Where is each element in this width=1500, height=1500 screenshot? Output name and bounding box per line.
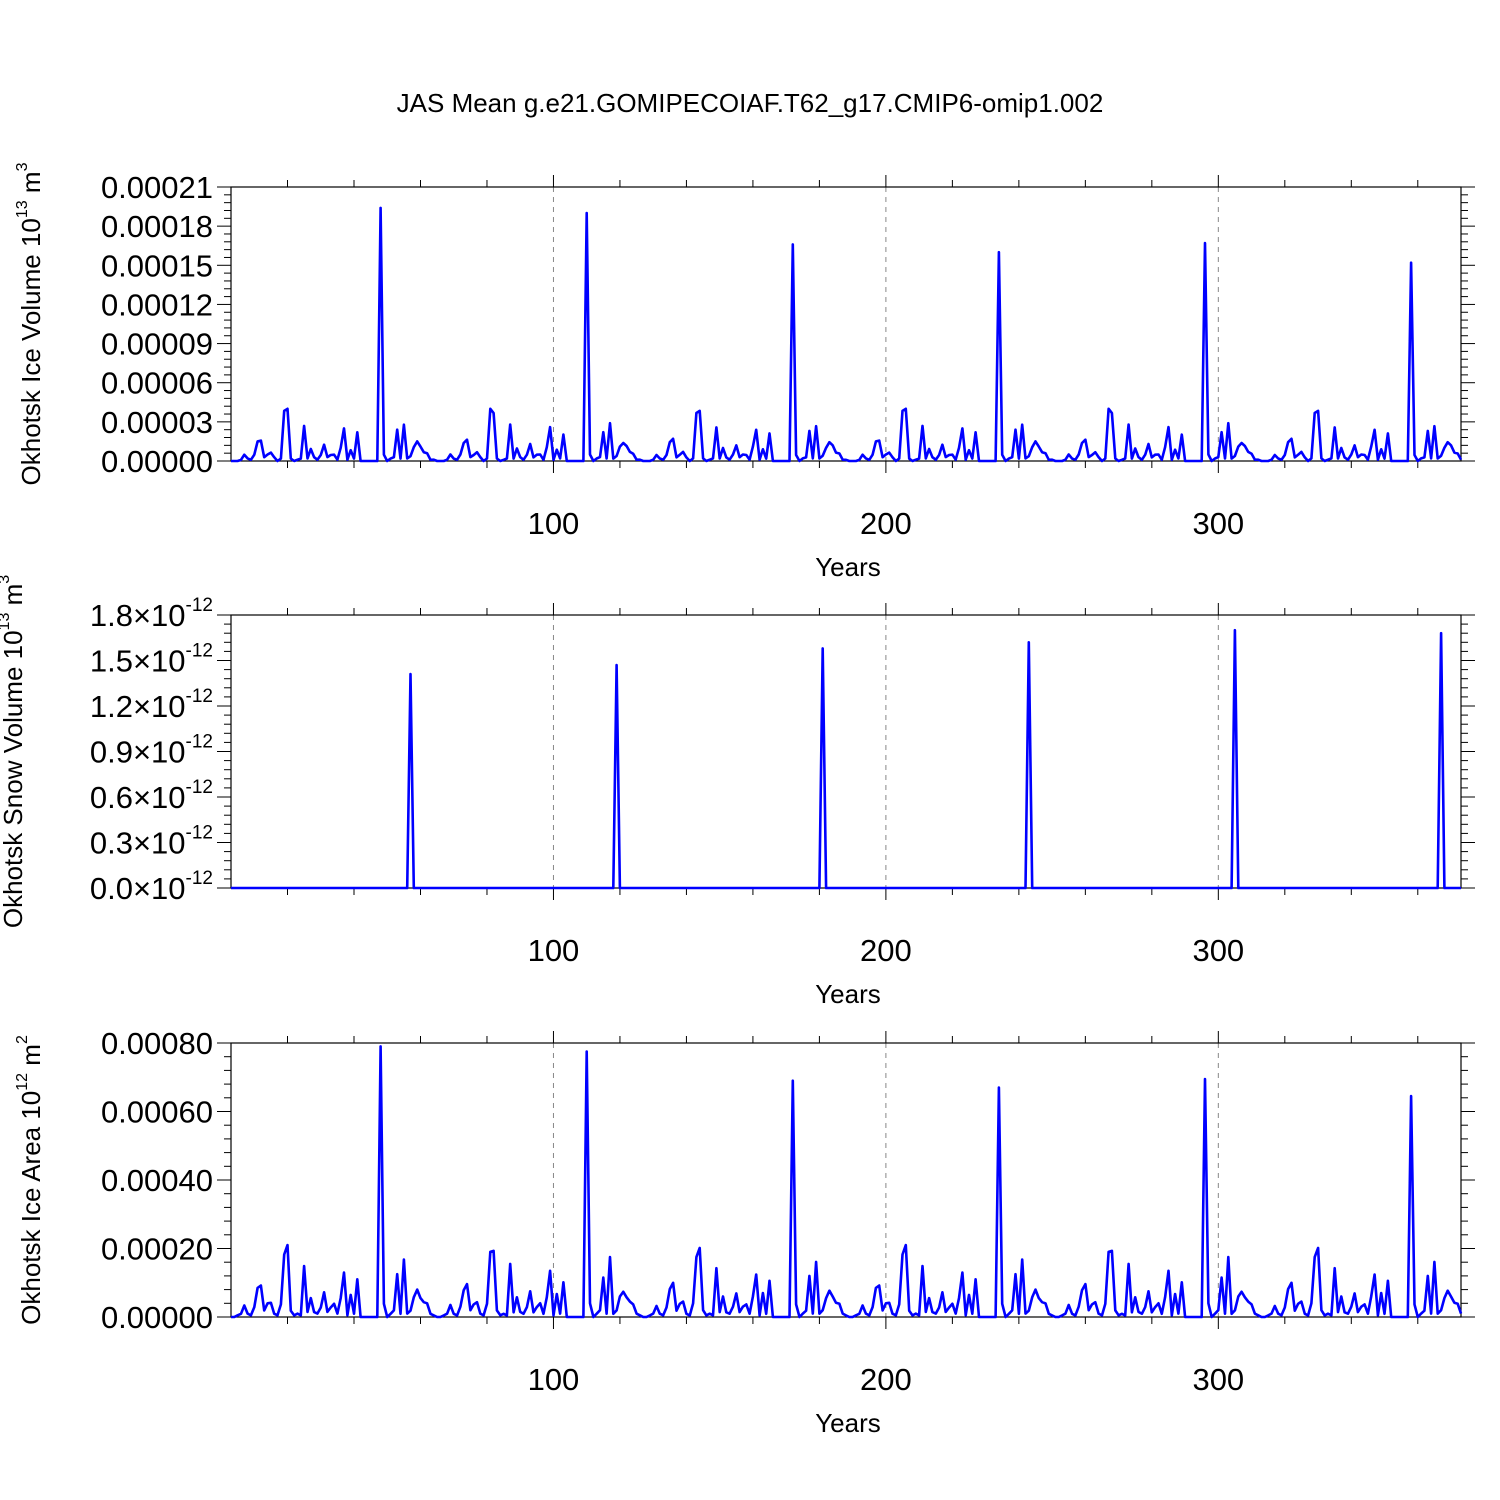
y-tick-label: 0.3×10-12 (90, 823, 213, 861)
x-tick-label: 100 (528, 1362, 580, 1397)
x-axis-label: Years (815, 979, 881, 1009)
y-tick-label: 1.2×10-12 (90, 686, 213, 724)
x-tick-label: 100 (528, 933, 580, 968)
y-tick-label: 0.00009 (101, 327, 213, 362)
y-tick-label: 0.00000 (101, 444, 213, 479)
y-tick-label: 0.9×10-12 (90, 732, 213, 770)
x-tick-label: 300 (1192, 933, 1244, 968)
y-tick-label: 0.00060 (101, 1095, 213, 1130)
series-line (231, 1045, 1463, 1319)
y-axis-label: Okhotsk Ice Volume 1013 m3 (14, 162, 46, 485)
y-tick-label: 0.00021 (101, 170, 213, 205)
y-tick-label: 0.00000 (101, 1300, 213, 1335)
x-tick-label: 100 (528, 506, 580, 541)
y-tick-label: 0.00040 (101, 1163, 213, 1198)
y-axis-label: Okhotsk Ice Area 1012 m2 (14, 1035, 46, 1325)
y-tick-label: 0.6×10-12 (90, 777, 213, 815)
y-tick-label: 0.00080 (101, 1026, 213, 1061)
series-line (231, 206, 1463, 463)
series-line (231, 628, 1461, 890)
x-tick-label: 200 (860, 933, 912, 968)
figure-title: JAS Mean g.e21.GOMIPECOIAF.T62_g17.CMIP6… (397, 88, 1104, 118)
y-tick-label: 0.00018 (101, 209, 213, 244)
y-tick-label: 0.00012 (101, 287, 213, 322)
plot-frame (230, 614, 1462, 889)
ice-volume-panel: 0.00000 0.00003 0.00006 0.00009 0.00012 0.000… (14, 162, 1475, 582)
x-axis-label: Years (815, 552, 881, 582)
y-tick-label: 0.00015 (101, 248, 213, 283)
y-tick-label: 0.00020 (101, 1232, 213, 1267)
x-tick-label: 300 (1192, 506, 1244, 541)
snow-volume-panel: 0.0×10-12 0.3×10-12 0.6×10-12 0.9×10-12 1.2×… (0, 575, 1475, 1009)
y-tick-label: 1.8×10-12 (90, 595, 213, 633)
y-axis-label: Okhotsk Snow Volume 1013 m3 (0, 575, 28, 928)
plot-frame (230, 186, 1462, 462)
x-tick-label: 200 (860, 506, 912, 541)
x-tick-label: 300 (1192, 1362, 1244, 1397)
y-tick-label: 0.0×10-12 (90, 868, 213, 906)
plot-frame (230, 1042, 1462, 1318)
ice-area-panel: 0.00000 0.00020 0.00040 0.00060 0.00080 100 20… (14, 1026, 1475, 1438)
y-tick-label: 0.00006 (101, 366, 213, 401)
y-tick-label: 0.00003 (101, 405, 213, 440)
x-axis-label: Years (815, 1408, 881, 1438)
y-tick-label: 1.5×10-12 (90, 641, 213, 679)
x-tick-label: 200 (860, 1362, 912, 1397)
